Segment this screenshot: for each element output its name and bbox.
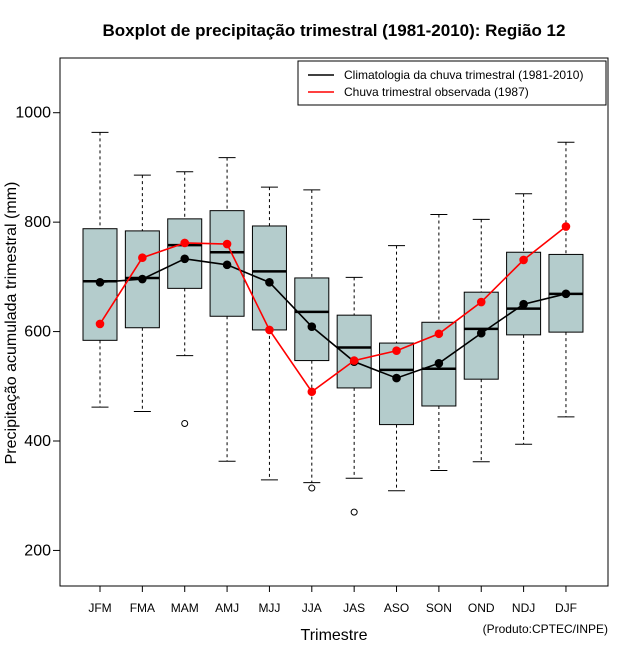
x-tick-label: AMJ <box>215 601 239 615</box>
series-line-climatology <box>99 257 567 379</box>
chart-title: Boxplot de precipitação trimestral (1981… <box>103 21 566 40</box>
y-tick-label: 600 <box>24 324 51 341</box>
series-point-climatology <box>222 260 232 270</box>
x-tick-label: MJJ <box>258 601 280 615</box>
series-point-climatology <box>561 289 571 299</box>
series-point-observed <box>434 329 444 339</box>
y-tick-label: 400 <box>24 433 51 450</box>
box-ond: OND <box>463 218 499 615</box>
box-jfm: JFM <box>82 131 118 615</box>
x-tick-label: OND <box>468 601 495 615</box>
series-point-observed <box>138 253 147 263</box>
series-point-observed <box>95 319 105 329</box>
series-point-observed <box>222 239 232 249</box>
x-tick-label: SON <box>426 601 452 615</box>
y-axis-label: Precipitação acumulada trimestral (mm) <box>3 182 20 465</box>
series-point-climatology <box>307 322 317 331</box>
box-jja: JJA <box>294 189 330 615</box>
box-mjj: MJJ <box>251 186 287 615</box>
series-line-observed <box>99 225 567 393</box>
x-tick-label: JFM <box>88 601 111 615</box>
x-tick-label: FMA <box>130 601 155 615</box>
series-point-climatology <box>265 278 274 287</box>
series-point-climatology <box>392 373 401 383</box>
box-mam: MAM <box>167 171 203 615</box>
legend-box <box>297 60 607 106</box>
legend-entry-observed: Chuva trimestral observada (1987) <box>344 85 529 99</box>
series-point-observed <box>307 387 317 397</box>
iqr-box <box>379 342 415 426</box>
x-tick-label: JJA <box>302 601 322 615</box>
series-point-climatology <box>519 299 528 309</box>
series-point-climatology <box>95 278 105 287</box>
x-tick-label: JAS <box>343 601 365 615</box>
y-tick-label: 800 <box>24 214 51 231</box>
iqr-box <box>167 218 203 289</box>
box-aso: ASO <box>379 245 415 615</box>
x-tick-label: NDJ <box>512 601 535 615</box>
x-tick-label: DJF <box>555 601 577 615</box>
series-point-climatology <box>180 254 190 264</box>
series-point-observed <box>265 325 274 335</box>
series-point-observed <box>476 297 486 307</box>
legend-entry-climatology: Climatologia da chuva trimestral (1981-2… <box>344 68 583 82</box>
y-tick-label: 1000 <box>15 105 51 122</box>
x-axis-label: Trimestre <box>301 627 368 644</box>
box-ndj: NDJ <box>506 193 542 615</box>
iqr-box <box>506 251 542 336</box>
series-point-observed <box>561 222 571 231</box>
box-djf: DJF <box>548 141 584 615</box>
box-fma: FMA <box>124 174 160 615</box>
outlier-point <box>308 484 316 492</box>
iqr-box <box>294 277 330 362</box>
series-point-observed <box>180 238 190 248</box>
series-point-climatology <box>476 328 486 338</box>
y-tick-label: 200 <box>24 542 51 559</box>
box-son: SON <box>421 213 457 615</box>
series-point-observed <box>519 255 528 265</box>
series-point-climatology <box>138 274 147 284</box>
x-tick-label: ASO <box>384 601 409 615</box>
outlier-point <box>350 508 358 516</box>
box-amj: AMJ <box>209 157 245 615</box>
series-point-climatology <box>434 359 444 368</box>
legend: Climatologia da chuva trimestral (1981-2… <box>297 60 607 106</box>
box-jas: JAS <box>336 276 372 615</box>
x-tick-label: MAM <box>171 601 199 615</box>
plot-frame <box>59 57 609 587</box>
product-credit: (Produto:CPTEC/INPE) <box>483 622 608 636</box>
series-point-observed <box>392 346 401 356</box>
series-point-observed <box>349 356 359 365</box>
outlier-point <box>181 419 189 427</box>
